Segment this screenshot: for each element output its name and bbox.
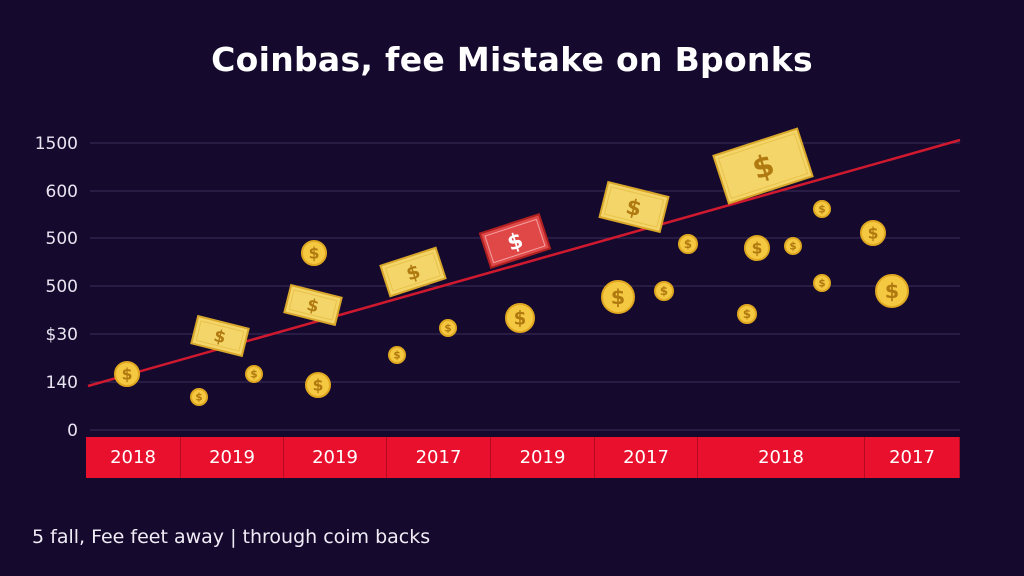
- x-category-label: 2017: [387, 437, 491, 478]
- y-tick-label: 600: [46, 182, 78, 202]
- x-category-label: 2018: [698, 437, 865, 478]
- x-category-label: 2017: [595, 437, 698, 478]
- y-tick-label: 500: [46, 229, 78, 249]
- x-category-label: 2019: [181, 437, 284, 478]
- x-category-label: 2019: [491, 437, 595, 478]
- gold-coin-icon: $: [301, 240, 327, 266]
- svg-text:$: $: [309, 244, 320, 262]
- svg-text:$: $: [818, 278, 825, 290]
- svg-text:$: $: [868, 224, 879, 242]
- y-tick-label: 140: [46, 373, 78, 393]
- gold-coin-icon: $: [678, 234, 698, 254]
- chart-title: Coinbas, fee Mistake on Bponks: [211, 40, 813, 79]
- svg-text:$: $: [818, 204, 825, 216]
- svg-text:$: $: [684, 237, 692, 251]
- gold-coin-icon: $: [190, 388, 208, 406]
- svg-text:$: $: [305, 294, 321, 316]
- gold-coin-icon: $: [388, 346, 406, 364]
- x-category-label: 2017: [865, 437, 960, 478]
- svg-text:$: $: [789, 241, 796, 253]
- svg-text:$: $: [504, 228, 526, 256]
- gold-coin-icon: $: [305, 372, 331, 398]
- svg-text:$: $: [514, 308, 527, 329]
- svg-text:$: $: [752, 239, 763, 257]
- gold-coin-icon: $: [744, 235, 770, 261]
- svg-text:$: $: [885, 279, 899, 303]
- gold-coin-icon: $: [813, 274, 831, 292]
- gold-coin-icon: $: [813, 200, 831, 218]
- dollar-bill-icon: $: [598, 180, 670, 234]
- gold-coin-icon: $: [114, 361, 140, 387]
- y-tick-label: 0: [67, 421, 78, 441]
- gold-coin-icon: $: [245, 365, 263, 383]
- gold-coin-icon: $: [439, 319, 457, 337]
- gold-coin-icon: $: [784, 237, 802, 255]
- svg-text:$: $: [122, 365, 133, 383]
- svg-text:$: $: [660, 284, 668, 298]
- svg-text:$: $: [611, 285, 625, 309]
- svg-text:$: $: [313, 376, 324, 394]
- y-tick-label: 500: [46, 277, 78, 297]
- dollar-bill-icon: $: [190, 314, 250, 358]
- svg-text:$: $: [743, 307, 751, 321]
- dollar-bill-icon: $: [283, 283, 343, 327]
- y-tick-label: $30: [46, 325, 78, 345]
- svg-text:$: $: [212, 325, 228, 347]
- gold-coin-icon: $: [737, 304, 757, 324]
- svg-text:$: $: [393, 350, 400, 362]
- gold-coin-icon: $: [654, 281, 674, 301]
- gold-coin-icon: $: [601, 280, 635, 314]
- gold-coin-icon: $: [860, 220, 886, 246]
- gold-coin-icon: $: [505, 303, 535, 333]
- dollar-bill-icon: $: [712, 127, 814, 205]
- x-category-label: 2019: [284, 437, 387, 478]
- gold-coin-icon: $: [875, 274, 909, 308]
- svg-text:$: $: [444, 323, 451, 335]
- y-tick-label: 1500: [35, 134, 78, 154]
- svg-text:$: $: [250, 369, 257, 381]
- red-dollar-bill-icon: $: [478, 213, 552, 269]
- dollar-bill-icon: $: [379, 246, 447, 298]
- footer-caption: 5 fall, Fee feet away | through coim bac…: [32, 526, 431, 548]
- x-category-label: 2018: [86, 437, 181, 478]
- svg-text:$: $: [623, 194, 644, 222]
- svg-text:$: $: [195, 392, 202, 404]
